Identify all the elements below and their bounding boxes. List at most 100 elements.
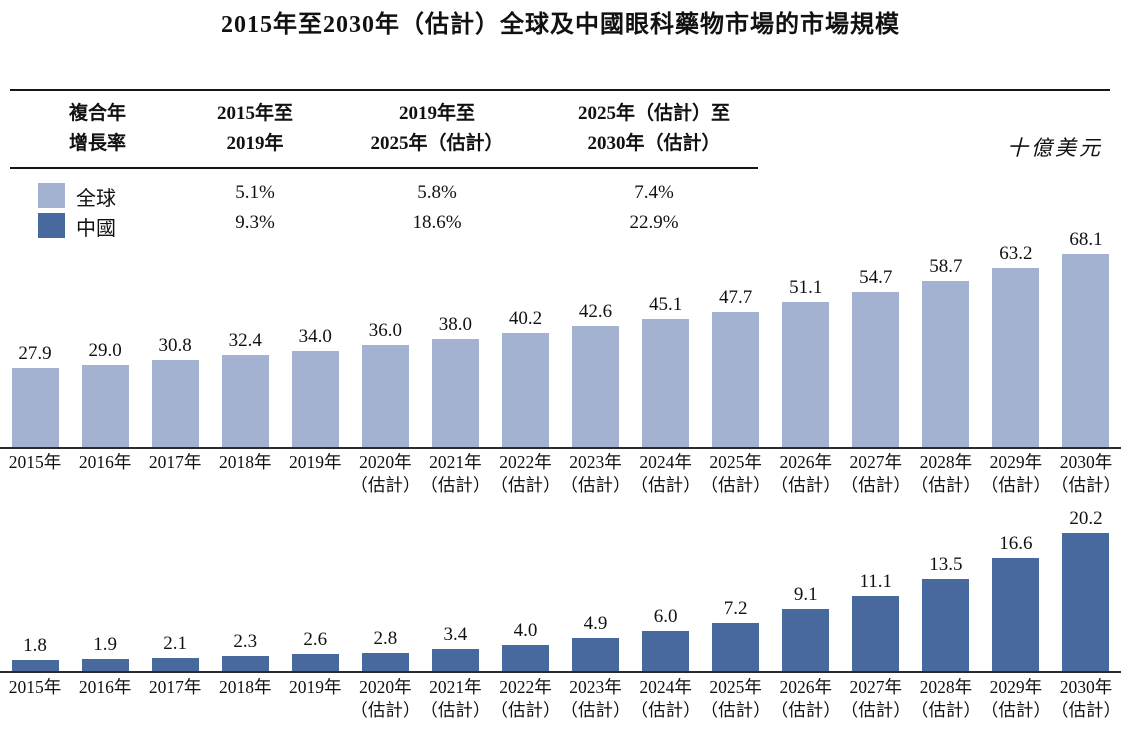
- header-cagr-line1: 複合年: [68, 103, 126, 124]
- bar-group-china-2025年: 7.2: [701, 598, 771, 672]
- cagr-global-period1: 5.1%: [235, 182, 275, 203]
- bar-china-2030年: [1062, 533, 1110, 672]
- bar-global-2022年: [501, 333, 549, 447]
- bar-value-label: 38.0: [438, 314, 473, 336]
- x-axis-label-global: 2017年: [148, 452, 202, 472]
- bar-group-global-2029年: 63.2: [981, 243, 1051, 447]
- china-chart-axis-line: [0, 671, 1121, 673]
- bar-global-2025年: [712, 311, 760, 447]
- legend-swatch-china-icon: [38, 213, 65, 238]
- bar-group-china-2015年: 1.8: [0, 635, 70, 672]
- legend-label-china: 中國: [76, 218, 116, 240]
- x-axis-label-china: 2027年 （估計）: [840, 677, 911, 720]
- bar-china-2018年: [221, 656, 269, 672]
- x-axis-label-china: 2022年 （估計）: [490, 677, 561, 720]
- bar-group-china-2029年: 16.6: [981, 533, 1051, 672]
- bar-group-china-2030年: 20.2: [1051, 508, 1121, 672]
- header-period-1: 2015年至 2019年: [216, 103, 293, 154]
- x-axis-label-china: 2024年 （估計）: [630, 677, 701, 720]
- cagr-china-period3: 22.9%: [629, 212, 679, 233]
- cagr-table-header: 複合年 增長率 2015年至 2019年 2019年至 2025年（估計） 20…: [0, 99, 1121, 165]
- x-axis-label-china: 2016年: [78, 677, 132, 697]
- bar-group-global-2018年: 32.4: [210, 330, 280, 447]
- legend-swatch-global-icon: [38, 183, 65, 208]
- x-axis-label-china: 2021年 （估計）: [420, 677, 491, 720]
- x-axis-label-global: 2019年: [289, 452, 342, 472]
- x-axis-label-china: 2020年 （估計）: [350, 677, 421, 720]
- cagr-china-period2: 18.6%: [412, 212, 462, 233]
- bar-china-2024年: [642, 630, 690, 672]
- bar-china-2020年: [361, 652, 409, 672]
- bar-group-china-2020年: 2.8: [350, 628, 420, 672]
- bar-group-global-2025年: 47.7: [701, 287, 771, 447]
- bar-group-china-2024年: 6.0: [631, 606, 701, 672]
- bar-group-global-2022年: 40.2: [490, 308, 560, 447]
- bar-value-label: 13.5: [929, 554, 963, 576]
- x-axis-label-global: 2018年: [218, 452, 272, 472]
- bar-value-label: 42.6: [578, 301, 613, 323]
- legend-row-china: 中國 9.3% 18.6% 22.9%: [0, 212, 1121, 242]
- bar-group-global-2019年: 34.0: [280, 326, 350, 447]
- x-axis-label-global: 2022年 （估計）: [490, 452, 561, 495]
- bar-global-2019年: [291, 350, 339, 447]
- bar-group-global-2024年: 45.1: [631, 294, 701, 447]
- x-axis-label-global: 2027年 （估計）: [840, 452, 911, 495]
- x-axis-label-global: 2028年 （估計）: [910, 452, 981, 495]
- x-axis-label-global: 2026年 （估計）: [770, 452, 841, 495]
- bar-value-label: 32.4: [228, 330, 262, 352]
- cagr-global-period2: 5.8%: [417, 182, 457, 203]
- bar-group-global-2027年: 54.7: [841, 267, 911, 447]
- bar-global-2023年: [572, 326, 620, 447]
- global-bar-chart: 27.9 29.0 30.8 32.4 34.0 36.0 38.0 40.2 42.6 45.1…: [0, 229, 1121, 447]
- bar-china-2021年: [431, 648, 479, 672]
- bar-value-label: 36.0: [368, 319, 402, 341]
- x-axis-label-global: 2016年: [78, 452, 132, 472]
- bar-group-china-2028年: 13.5: [911, 554, 981, 672]
- bar-value-label: 11.1: [859, 570, 893, 592]
- cagr-global-period3: 7.4%: [634, 182, 674, 203]
- bar-value-label: 3.4: [443, 623, 468, 645]
- bar-value-label: 6.0: [653, 605, 678, 627]
- bar-china-2015年: [11, 659, 59, 672]
- x-axis-label-china: 2026年 （估計）: [770, 677, 841, 720]
- bar-value-label: 16.6: [999, 532, 1033, 554]
- unit-label: 十億美元: [1007, 136, 1103, 160]
- bar-global-2017年: [151, 359, 199, 447]
- bar-group-china-2027年: 11.1: [841, 571, 911, 672]
- bar-group-global-2030年: 68.1: [1051, 229, 1121, 447]
- bar-value-label: 2.6: [303, 629, 328, 651]
- bar-value-label: 47.7: [719, 286, 753, 308]
- x-axis-label-global: 2025年 （估計）: [700, 452, 771, 495]
- bar-value-label: 1.9: [93, 633, 117, 655]
- bar-global-2020年: [361, 344, 409, 447]
- bar-group-global-2016年: 29.0: [70, 340, 140, 447]
- header-period-2: 2019年至 2025年（估計）: [370, 103, 504, 154]
- global-chart-x-labels: 2015年 2016年 2017年 2018年 2019年 2020年 （估計） 2021年（…: [0, 451, 1121, 497]
- bar-group-china-2026年: 9.1: [771, 584, 841, 672]
- x-axis-label-china: 2025年 （估計）: [700, 677, 771, 720]
- x-axis-label-global: 2030年 （估計）: [1050, 452, 1121, 495]
- x-axis-label-china: 2023年 （估計）: [560, 677, 631, 720]
- bar-group-global-2023年: 42.6: [561, 301, 631, 447]
- bar-value-label: 58.7: [929, 255, 963, 277]
- table-top-rule: [10, 89, 1110, 91]
- x-axis-label-china: 2029年 （估計）: [980, 677, 1051, 720]
- bar-group-china-2022年: 4.0: [490, 620, 560, 672]
- bar-global-2029年: [992, 267, 1040, 447]
- bar-china-2022年: [501, 644, 549, 672]
- x-axis-label-global: 2029年 （估計）: [980, 452, 1051, 495]
- bar-group-global-2021年: 38.0: [420, 314, 490, 447]
- bar-group-china-2021年: 3.4: [420, 624, 490, 672]
- bar-china-2027年: [852, 595, 900, 672]
- global-chart-axis-line: [0, 447, 1121, 449]
- bar-china-2025年: [712, 622, 760, 672]
- bar-group-global-2017年: 30.8: [140, 335, 210, 447]
- bar-global-2027年: [852, 291, 900, 447]
- bar-value-label: 4.9: [583, 613, 608, 635]
- bar-value-label: 54.7: [859, 266, 893, 288]
- bar-group-global-2020年: 36.0: [350, 320, 420, 447]
- bar-group-global-2026年: 51.1: [771, 277, 841, 447]
- x-axis-label-global: 2021年 （估計）: [420, 452, 491, 495]
- bar-global-2030年: [1062, 253, 1110, 447]
- china-bar-chart: 1.8 1.9 2.1 2.3 2.6 2.8 3.4 4.0 4.9 6.0 7.2 9.1 11.1…: [0, 500, 1121, 672]
